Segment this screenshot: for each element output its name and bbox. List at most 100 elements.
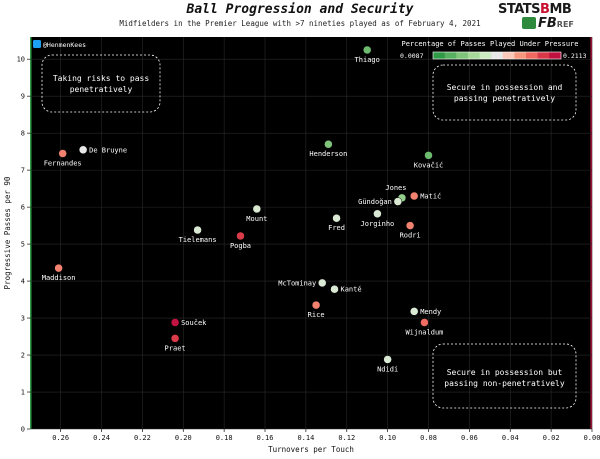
x-tick-label: 0.06 xyxy=(461,434,478,442)
data-points xyxy=(54,45,433,364)
x-tick-label: 0.26 xyxy=(52,434,69,442)
colorbar-min-label: 0.0087 xyxy=(400,52,424,60)
annotation-top-left-line1: Taking risks to pass xyxy=(53,74,150,83)
data-point xyxy=(409,191,419,201)
point-label: Ndidi xyxy=(377,365,398,373)
x-tick-label: 0.14 xyxy=(297,434,314,442)
colorbar-swatch xyxy=(537,52,550,59)
point-label: De Bruyne xyxy=(89,146,127,154)
y-tick-label: 4 xyxy=(21,278,25,286)
fbref-logo: FBREF xyxy=(538,16,574,31)
annotation-box-bottom-right xyxy=(432,343,577,409)
data-point xyxy=(58,149,67,158)
data-point xyxy=(405,221,415,230)
x-tick-label: 0.04 xyxy=(502,434,519,442)
point-label: Henderson xyxy=(309,150,347,158)
colorbar-swatch xyxy=(456,52,469,59)
x-tick-label: 0.18 xyxy=(216,434,233,442)
point-label: Thiago xyxy=(355,56,380,64)
point-label: Pogba xyxy=(230,242,251,250)
y-axis-label: Progressive Passes per 90 xyxy=(3,176,12,289)
x-tick-label: 0.22 xyxy=(134,434,151,442)
point-label: Fred xyxy=(328,224,345,232)
point-label: Souček xyxy=(181,319,207,327)
annotation-bottom-right-line1: Secure in possession but xyxy=(447,368,563,377)
point-label: Gündoğan xyxy=(358,198,392,206)
data-point xyxy=(362,45,372,55)
point-label: Fernandes xyxy=(44,159,82,167)
y-tick-label: 5 xyxy=(21,241,25,249)
point-label: Wijnaldum xyxy=(405,328,443,336)
fbref-badge-icon xyxy=(522,17,536,29)
colorbar-swatch xyxy=(549,52,562,59)
x-tick-label: 0.08 xyxy=(420,434,437,442)
x-tick-label: 0.00 xyxy=(584,434,600,442)
quadrant-annotations: Taking risks to pass penetratively Secur… xyxy=(41,54,577,409)
point-label: Matić xyxy=(420,193,441,201)
colorbar-swatch xyxy=(479,52,492,59)
x-axis-label: Turnovers per Touch xyxy=(268,445,354,454)
chart-title: Ball Progression and Security xyxy=(186,2,414,17)
data-point xyxy=(330,284,339,294)
data-point xyxy=(317,278,327,288)
annotation-top-right-line1: Secure in possession and xyxy=(447,83,563,92)
data-point xyxy=(332,213,341,223)
colorbar-swatch xyxy=(502,52,515,59)
data-point xyxy=(236,231,245,241)
point-label: Jones xyxy=(385,184,406,192)
data-point xyxy=(409,307,419,316)
point-label: Maddison xyxy=(42,274,76,282)
plot-frame-left xyxy=(30,37,32,429)
y-tick-label: 6 xyxy=(21,204,25,212)
data-point xyxy=(393,197,403,206)
colorbar: Percentage of Passes Played Under Pressu… xyxy=(400,40,587,60)
y-tick-label: 2 xyxy=(21,352,25,360)
data-point xyxy=(373,209,382,219)
statsbomb-logo-part2: B xyxy=(540,2,550,17)
y-tick-label: 0 xyxy=(21,426,25,434)
colorbar-swatch xyxy=(433,52,445,59)
point-label: Praet xyxy=(165,344,186,352)
data-point xyxy=(54,263,63,273)
statsbomb-logo-part3: MB xyxy=(549,2,572,17)
y-tick-label: 1 xyxy=(21,389,25,397)
x-tick-label: 0.12 xyxy=(338,434,355,442)
y-tick-label: 10 xyxy=(17,56,25,64)
point-label: Jorginho xyxy=(361,220,395,228)
fbref-logo-part2: REF xyxy=(556,20,574,29)
point-label: Mount xyxy=(246,215,267,223)
point-labels: Thiago De Bruyne Fernandes Henderson Kovačić… xyxy=(42,56,444,374)
data-point xyxy=(311,300,321,310)
statsbomb-logo: STATSBMB xyxy=(498,2,572,17)
x-tick-label: 0.02 xyxy=(543,434,560,442)
x-tick-label: 0.24 xyxy=(93,434,110,442)
y-tick-label: 7 xyxy=(21,167,25,175)
plot-frame-right xyxy=(590,37,592,429)
annotation-bottom-right-line2: passing non-penetratively xyxy=(444,379,565,388)
point-label: Rice xyxy=(308,311,325,319)
twitter-handle: @HenmenKees xyxy=(43,41,86,49)
twitter-icon xyxy=(33,40,41,48)
annotation-box-top-left xyxy=(41,54,161,113)
axis-ticks: 0.26 0.24 0.22 0.20 0.18 0.16 0.14 0.12 0.10 0.08… xyxy=(17,56,600,442)
colorbar-swatch xyxy=(444,52,457,59)
colorbar-swatch xyxy=(526,52,539,59)
point-label: McTominay xyxy=(278,279,316,287)
colorbar-frame xyxy=(432,51,562,60)
data-point xyxy=(193,225,202,235)
annotation-box-top-right xyxy=(432,64,577,121)
gridlines xyxy=(30,37,593,430)
y-tick-label: 8 xyxy=(21,130,25,138)
x-tick-label: 0.16 xyxy=(257,434,274,442)
annotation-top-right-line2: passing penetratively xyxy=(454,94,555,103)
data-point xyxy=(420,318,429,327)
chart-subtitle: Midfielders in the Premier League with >… xyxy=(119,19,481,28)
y-tick-label: 3 xyxy=(21,315,25,323)
x-tick-label: 0.10 xyxy=(379,434,396,442)
y-tick-label: 9 xyxy=(21,93,25,101)
data-point xyxy=(324,139,333,149)
point-label: Mendy xyxy=(420,308,441,316)
point-label: Kovačić xyxy=(414,161,444,169)
colorbar-swatch xyxy=(514,52,527,59)
fbref-logo-part1: FB xyxy=(538,16,557,31)
